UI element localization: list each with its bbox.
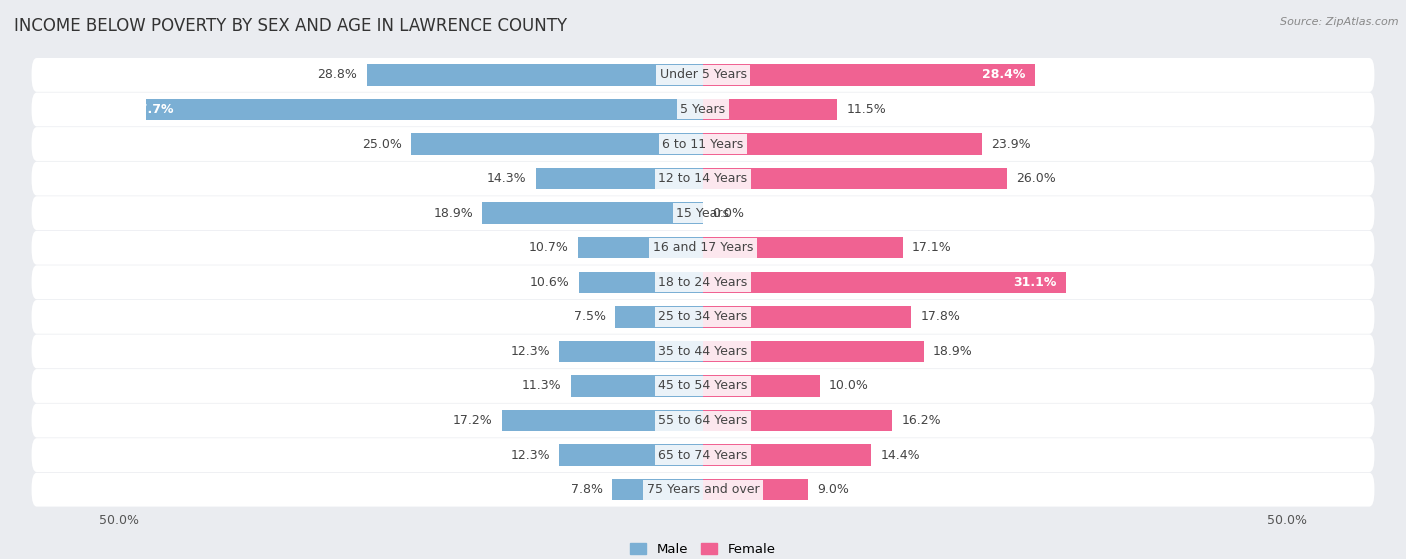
Text: 16 and 17 Years: 16 and 17 Years — [652, 241, 754, 254]
Text: INCOME BELOW POVERTY BY SEX AND AGE IN LAWRENCE COUNTY: INCOME BELOW POVERTY BY SEX AND AGE IN L… — [14, 17, 567, 35]
Bar — [703, 237, 903, 258]
FancyBboxPatch shape — [31, 127, 1375, 161]
Text: 12 to 14 Years: 12 to 14 Years — [658, 172, 748, 185]
Bar — [560, 340, 703, 362]
Text: 14.3%: 14.3% — [486, 172, 527, 185]
Text: 0.0%: 0.0% — [713, 207, 744, 220]
Text: 28.4%: 28.4% — [981, 68, 1025, 82]
Bar — [146, 99, 703, 120]
Bar — [612, 479, 703, 500]
Bar — [703, 375, 820, 397]
Bar — [703, 340, 924, 362]
Bar — [579, 272, 703, 293]
FancyBboxPatch shape — [31, 196, 1375, 230]
Text: 7.8%: 7.8% — [571, 483, 603, 496]
Legend: Male, Female: Male, Female — [626, 537, 780, 559]
Bar — [703, 99, 838, 120]
Text: 7.5%: 7.5% — [574, 310, 606, 323]
Text: 17.2%: 17.2% — [453, 414, 494, 427]
Text: 35 to 44 Years: 35 to 44 Years — [658, 345, 748, 358]
Text: 11.5%: 11.5% — [846, 103, 886, 116]
FancyBboxPatch shape — [31, 58, 1375, 92]
FancyBboxPatch shape — [31, 300, 1375, 334]
FancyBboxPatch shape — [31, 162, 1375, 196]
Bar — [616, 306, 703, 328]
Text: 25 to 34 Years: 25 to 34 Years — [658, 310, 748, 323]
FancyBboxPatch shape — [31, 231, 1375, 264]
Bar — [703, 64, 1035, 86]
Bar — [703, 479, 808, 500]
Bar — [367, 64, 703, 86]
Text: 16.2%: 16.2% — [901, 414, 941, 427]
Text: 18.9%: 18.9% — [433, 207, 472, 220]
Text: 45 to 54 Years: 45 to 54 Years — [658, 380, 748, 392]
Text: 17.1%: 17.1% — [912, 241, 952, 254]
Text: 10.6%: 10.6% — [530, 276, 569, 289]
Text: 10.0%: 10.0% — [830, 380, 869, 392]
Bar — [703, 410, 893, 431]
Text: 17.8%: 17.8% — [920, 310, 960, 323]
Text: 18.9%: 18.9% — [934, 345, 973, 358]
FancyBboxPatch shape — [31, 438, 1375, 472]
Bar — [482, 202, 703, 224]
Text: 15 Years: 15 Years — [676, 207, 730, 220]
FancyBboxPatch shape — [31, 93, 1375, 126]
Text: Under 5 Years: Under 5 Years — [659, 68, 747, 82]
Text: 11.3%: 11.3% — [522, 380, 562, 392]
Text: 18 to 24 Years: 18 to 24 Years — [658, 276, 748, 289]
Bar — [536, 168, 703, 190]
Text: 25.0%: 25.0% — [361, 138, 402, 150]
Text: 28.8%: 28.8% — [318, 68, 357, 82]
Text: 23.9%: 23.9% — [991, 138, 1031, 150]
Bar — [703, 444, 872, 466]
Bar — [571, 375, 703, 397]
Bar — [411, 134, 703, 155]
Bar — [502, 410, 703, 431]
FancyBboxPatch shape — [31, 473, 1375, 506]
Text: 55 to 64 Years: 55 to 64 Years — [658, 414, 748, 427]
FancyBboxPatch shape — [31, 369, 1375, 403]
Text: 9.0%: 9.0% — [817, 483, 849, 496]
Text: 12.3%: 12.3% — [510, 449, 550, 462]
Text: 10.7%: 10.7% — [529, 241, 568, 254]
Text: 14.4%: 14.4% — [880, 449, 920, 462]
Text: 5 Years: 5 Years — [681, 103, 725, 116]
Bar — [703, 134, 981, 155]
Bar — [703, 168, 1007, 190]
Bar — [703, 272, 1066, 293]
Text: Source: ZipAtlas.com: Source: ZipAtlas.com — [1281, 17, 1399, 27]
Text: 6 to 11 Years: 6 to 11 Years — [662, 138, 744, 150]
Bar — [578, 237, 703, 258]
Text: 65 to 74 Years: 65 to 74 Years — [658, 449, 748, 462]
Text: 31.1%: 31.1% — [1014, 276, 1057, 289]
Text: 47.7%: 47.7% — [131, 103, 174, 116]
Bar — [703, 306, 911, 328]
Text: 75 Years and over: 75 Years and over — [647, 483, 759, 496]
Text: 26.0%: 26.0% — [1017, 172, 1056, 185]
FancyBboxPatch shape — [31, 266, 1375, 299]
FancyBboxPatch shape — [31, 404, 1375, 438]
Bar — [560, 444, 703, 466]
Text: 12.3%: 12.3% — [510, 345, 550, 358]
FancyBboxPatch shape — [31, 334, 1375, 368]
